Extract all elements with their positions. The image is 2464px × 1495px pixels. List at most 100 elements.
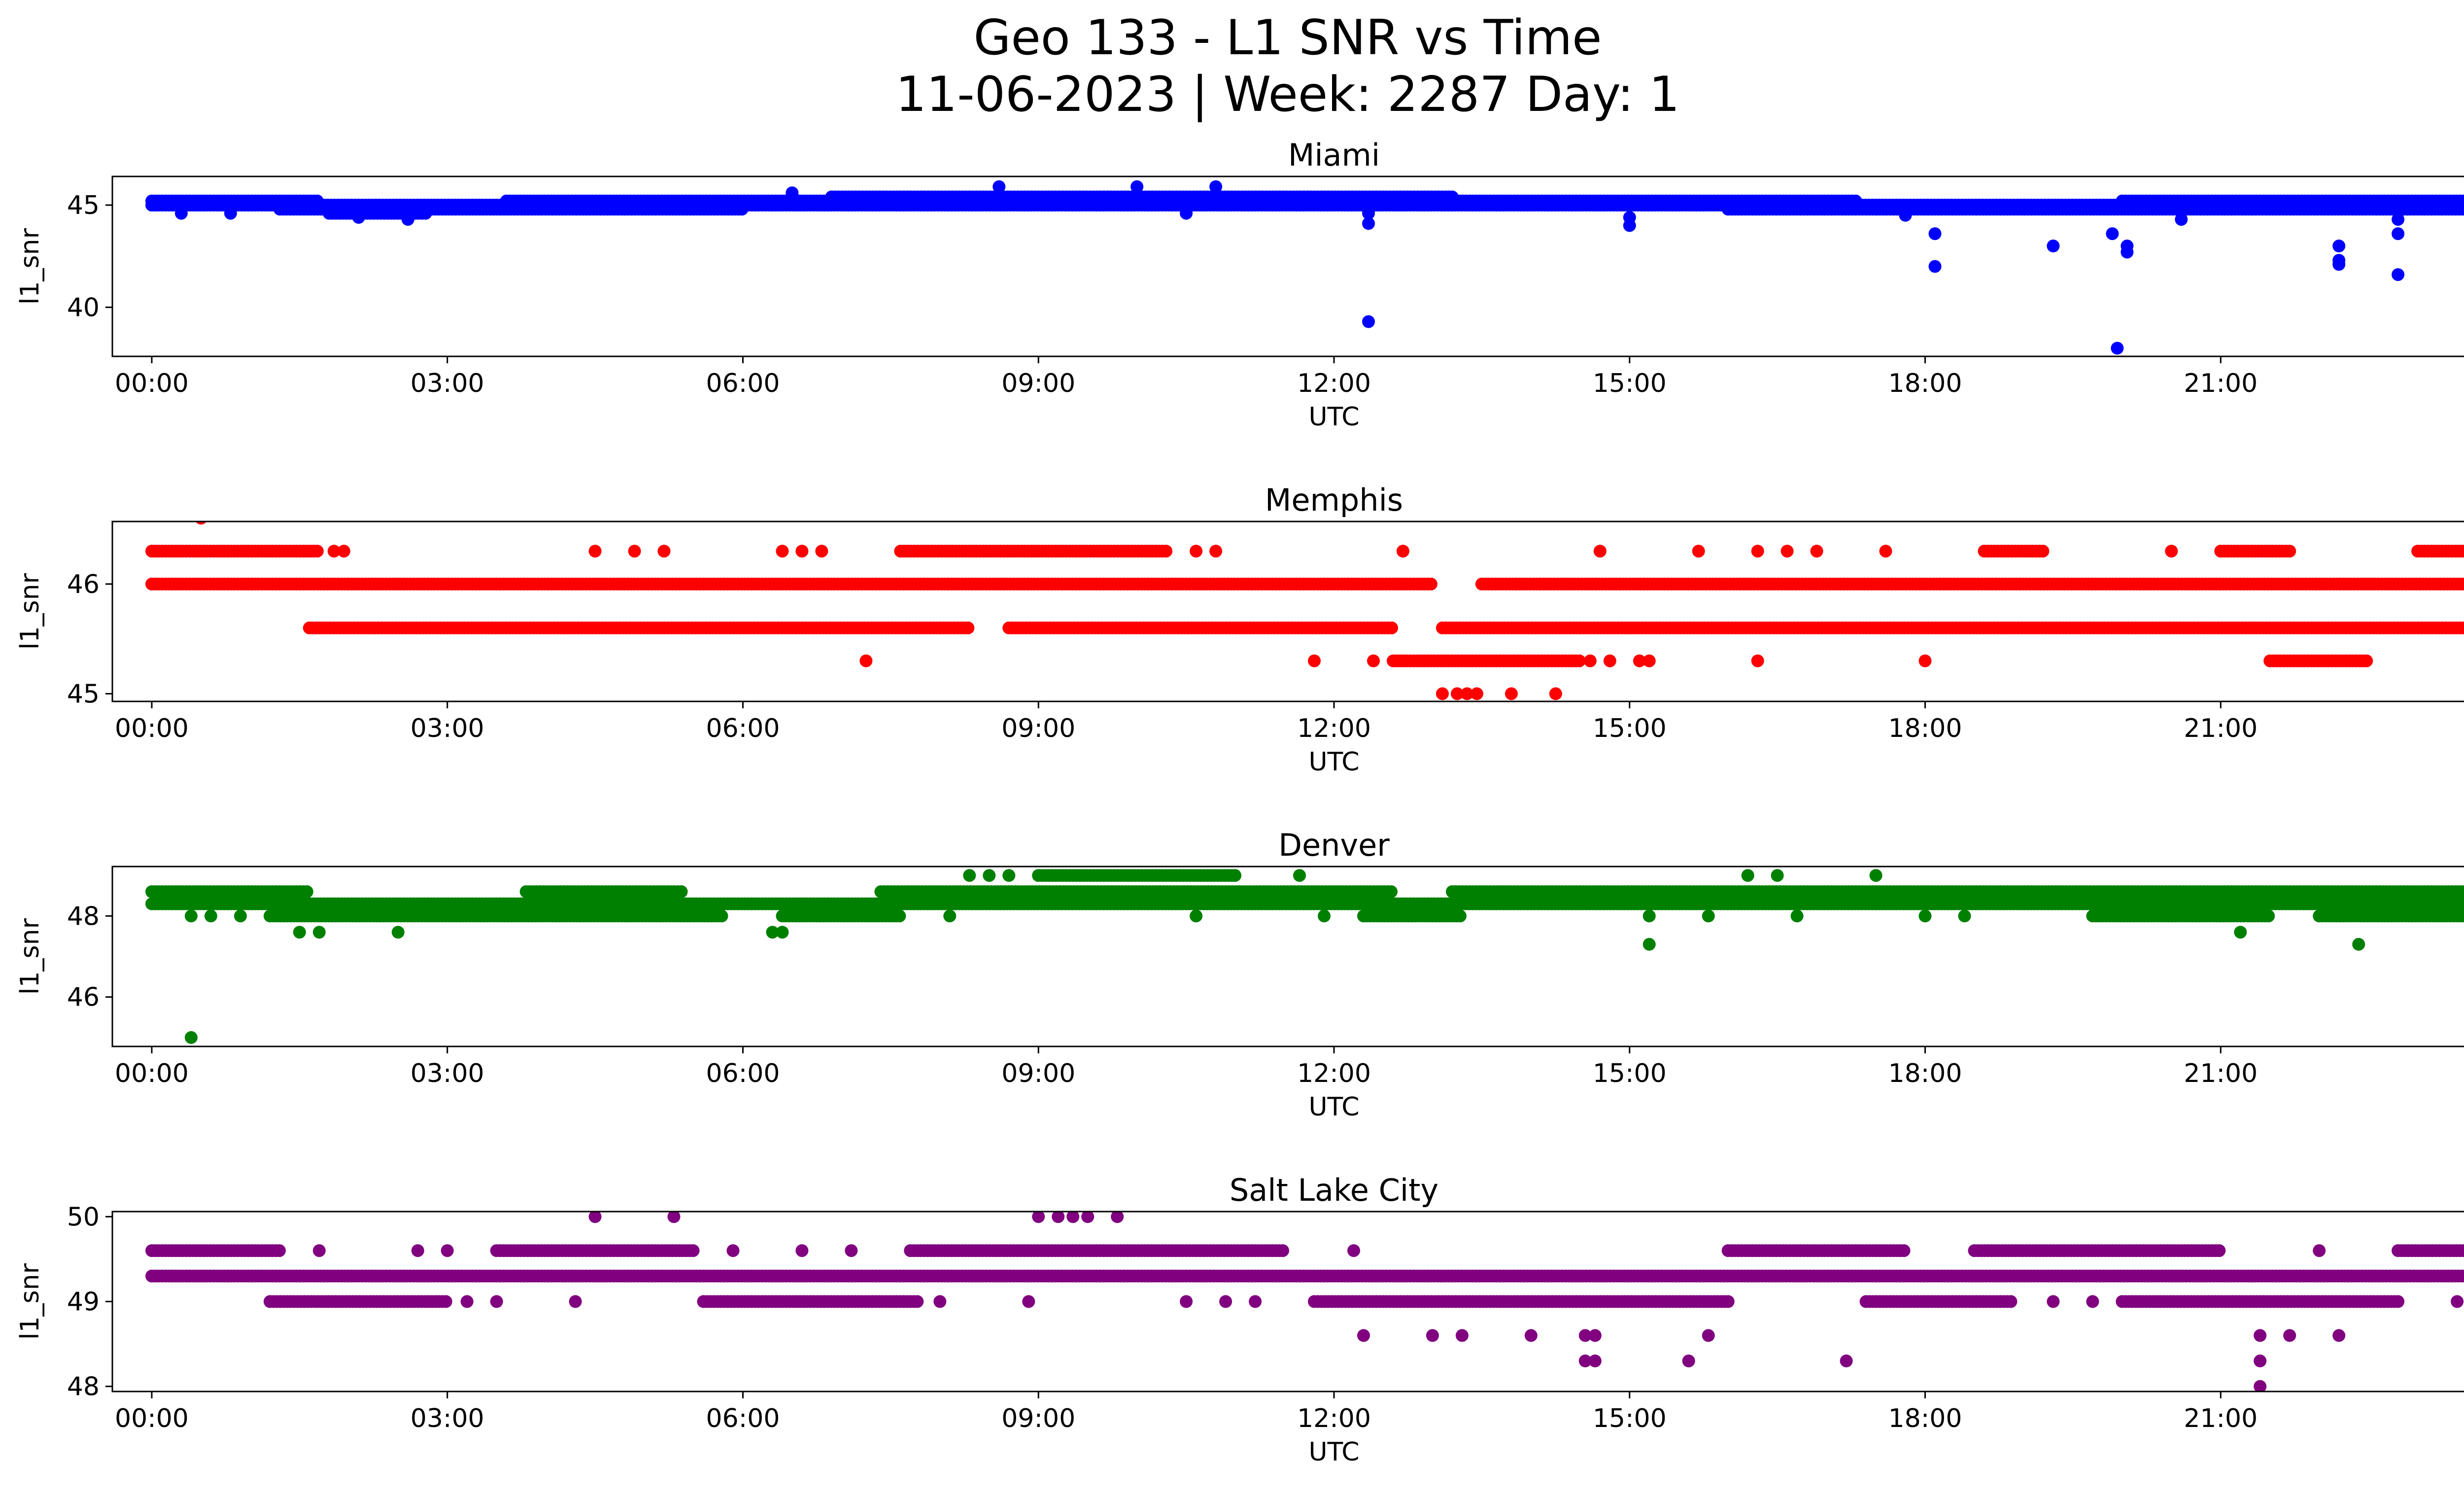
data-point <box>2460 622 2464 634</box>
x-tick-label: 06:00 <box>706 369 780 398</box>
data-point <box>1362 315 1375 328</box>
x-tick-label: 00:00 <box>115 369 189 398</box>
data-point <box>1928 260 1942 273</box>
data-point <box>786 186 799 200</box>
data-point <box>1593 545 1607 558</box>
x-tick-label: 15:00 <box>1593 714 1667 743</box>
x-tick-label: 03:00 <box>411 369 484 398</box>
y-tick-label: 46 <box>67 570 100 599</box>
data-point <box>2036 545 2050 558</box>
data-point <box>776 545 789 558</box>
data-point <box>1603 654 1616 667</box>
data-point <box>1385 885 1398 898</box>
data-point <box>2111 342 2124 355</box>
x-tick-label: 06:00 <box>706 714 780 743</box>
data-point <box>2262 909 2275 923</box>
data-point <box>1367 654 1380 667</box>
data-point <box>815 545 828 558</box>
data-point <box>1810 545 1823 558</box>
data-point <box>1460 687 1473 700</box>
data-point <box>419 207 432 220</box>
panels: Miami 00:00 03:00 06:00 09:00 12:00 15:00 18:00… <box>15 137 2464 1467</box>
data-point <box>2360 654 2373 667</box>
data-point <box>859 654 873 667</box>
data-point <box>1633 654 1646 667</box>
data-point <box>1780 545 1794 558</box>
data-point <box>1209 545 1223 558</box>
data-point <box>1643 654 1656 667</box>
data-point <box>1424 577 1437 591</box>
panel-title: Memphis <box>1265 482 1403 518</box>
data-point <box>2392 268 2405 281</box>
data-series <box>145 869 2464 1044</box>
x-tick-label: 12:00 <box>1297 714 1371 743</box>
x-tick-label: 09:00 <box>1001 369 1075 398</box>
data-point <box>657 545 671 558</box>
data-point <box>628 545 641 558</box>
data-point <box>300 885 313 898</box>
data-point <box>337 545 350 558</box>
data-point <box>2392 213 2405 226</box>
panel-title: Miami <box>1288 137 1380 173</box>
data-point <box>1396 545 1409 558</box>
data-point <box>2461 195 2464 207</box>
y-tick-label: 45 <box>67 191 100 220</box>
x-tick-label: 12:00 <box>1297 369 1371 398</box>
data-point <box>1928 227 1942 241</box>
data-point <box>1573 654 1586 667</box>
data-point <box>1470 687 1483 700</box>
x-axis-label: UTC <box>1308 402 1359 432</box>
figure-title-line-2: 11-06-2023 | Week: 2287 Day: 1 <box>896 67 1680 123</box>
x-tick-label: 00:00 <box>115 714 189 743</box>
data-point <box>2121 245 2134 259</box>
data-point <box>2165 545 2178 558</box>
data-point <box>1453 909 1467 923</box>
data-point <box>961 621 975 634</box>
data-point <box>2047 240 2060 252</box>
data-point <box>1751 545 1764 558</box>
data-point <box>1209 180 1223 193</box>
y-axis-label: l1_snr <box>15 228 45 305</box>
data-point <box>1505 687 1518 700</box>
x-axis-label: UTC <box>1308 747 1359 777</box>
data-point <box>1308 654 1321 667</box>
data-point <box>1623 219 1636 232</box>
x-tick-label: 09:00 <box>1001 714 1075 743</box>
data-point <box>1180 207 1193 220</box>
data-point <box>2332 240 2346 252</box>
data-point <box>1130 180 1144 193</box>
data-point <box>195 522 207 525</box>
data-point <box>795 545 809 558</box>
data-point <box>992 180 1006 193</box>
data-point <box>1160 545 1173 558</box>
data-point <box>893 909 906 923</box>
data-point <box>1549 687 1562 700</box>
data-point <box>1583 654 1597 667</box>
data-point <box>1879 545 1892 558</box>
data-point <box>2392 227 2405 241</box>
data-point <box>2175 213 2188 226</box>
data-point <box>2460 885 2464 898</box>
y-axis-label: l1_snr <box>15 573 45 650</box>
data-point <box>2106 227 2119 241</box>
figure-title-line-1: Geo 133 - L1 SNR vs Time <box>974 10 1602 66</box>
data-point <box>174 207 188 220</box>
data-point <box>1918 654 1932 667</box>
x-tick-label: 18:00 <box>1888 714 1962 743</box>
y-tick-label: 45 <box>67 679 100 709</box>
data-point <box>715 909 728 923</box>
data-series <box>145 180 2464 355</box>
data-point <box>588 545 602 558</box>
x-tick-label: 21:00 <box>2184 369 2258 398</box>
data-point <box>2463 900 2464 908</box>
x-tick-label: 15:00 <box>1593 369 1667 398</box>
x-tick-label: 21:00 <box>2184 714 2258 743</box>
data-series <box>145 522 2464 700</box>
data-point <box>2283 545 2296 558</box>
data-point <box>401 213 414 226</box>
data-point <box>327 545 341 558</box>
